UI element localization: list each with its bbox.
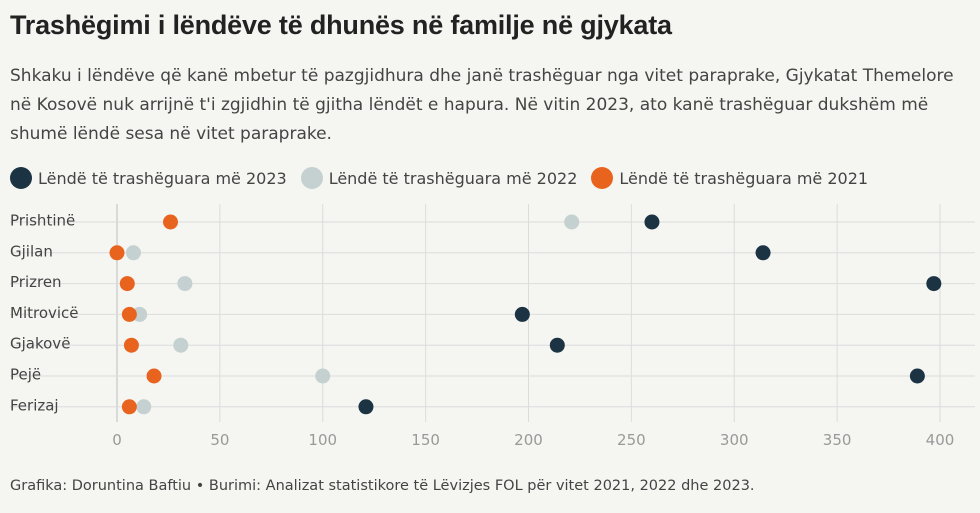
legend-item-2022: Lëndë të trashëguara më 2022 [300,167,578,189]
x-tick-label-150: 150 [411,431,440,449]
x-tick-label-50: 50 [210,431,229,449]
category-label-0: Prishtinë [10,212,75,230]
dot-2023-1 [755,245,771,261]
category-label-4: Gjakovë [10,335,70,353]
dot-2021-2 [119,276,135,292]
chart-subtitle: Shkaku i lëndëve që kanë mbetur të pazgj… [10,66,954,144]
legend-dot-2021 [591,167,614,189]
dot-2022-0 [564,214,580,230]
x-tick-label-300: 300 [720,431,749,449]
dot-2023-0 [644,214,660,230]
category-label-6: Ferizaj [10,396,59,414]
x-tick-label-350: 350 [823,431,852,449]
x-tick-label-100: 100 [308,431,337,449]
dot-2022-1 [125,245,141,261]
legend-label-2021: Lëndë të trashëguara më 2021 [619,168,869,188]
dot-plot: 0 50 100 150 200 250 300 350 400 Prishtinë Gjilan P… [10,204,975,449]
dot-2022-5 [315,368,331,384]
legend-label-2022: Lëndë të trashëguara më 2022 [328,168,578,188]
dot-2022-4 [173,337,189,353]
category-label-5: Pejë [10,366,41,384]
x-tick-label-200: 200 [514,431,543,449]
dot-2023-6 [358,399,374,415]
dot-2022-3 [132,306,148,322]
legend: Lëndë të trashëguara më 2023 Lëndë të tr… [10,167,882,189]
legend-label-2023: Lëndë të trashëguara më 2023 [38,168,287,188]
x-tick-label-250: 250 [617,431,646,449]
dot-2021-1 [109,245,125,261]
category-label-1: Gjilan [10,242,53,260]
legend-dot-2022 [300,167,323,189]
x-tick-label-400: 400 [926,431,955,449]
category-label-2: Prizren [10,273,62,291]
legend-dot-2023 [10,167,32,189]
dot-2023-4 [549,337,565,353]
legend-item-2023: Lëndë të trashëguara më 2023 [10,167,287,189]
chart-title: Trashëgimi i lëndëve të dhunës në familj… [10,10,672,40]
x-tick-label-0: 0 [112,431,122,449]
category-label-3: Mitrovicë [10,304,79,322]
dot-2023-2 [926,276,942,292]
legend-item-2021: Lëndë të trashëguara më 2021 [591,167,868,189]
dot-2023-5 [909,368,925,384]
dot-2021-4 [123,337,139,353]
dot-2022-6 [136,399,152,415]
chart-footer: Grafika: Doruntina Baftiu • Burimi: Anal… [10,478,755,494]
dot-2021-3 [121,306,137,322]
dot-2021-6 [121,399,137,415]
dot-2021-0 [162,214,178,230]
dot-2023-3 [514,306,530,322]
dot-2022-2 [177,276,193,292]
dot-2021-5 [146,368,162,384]
